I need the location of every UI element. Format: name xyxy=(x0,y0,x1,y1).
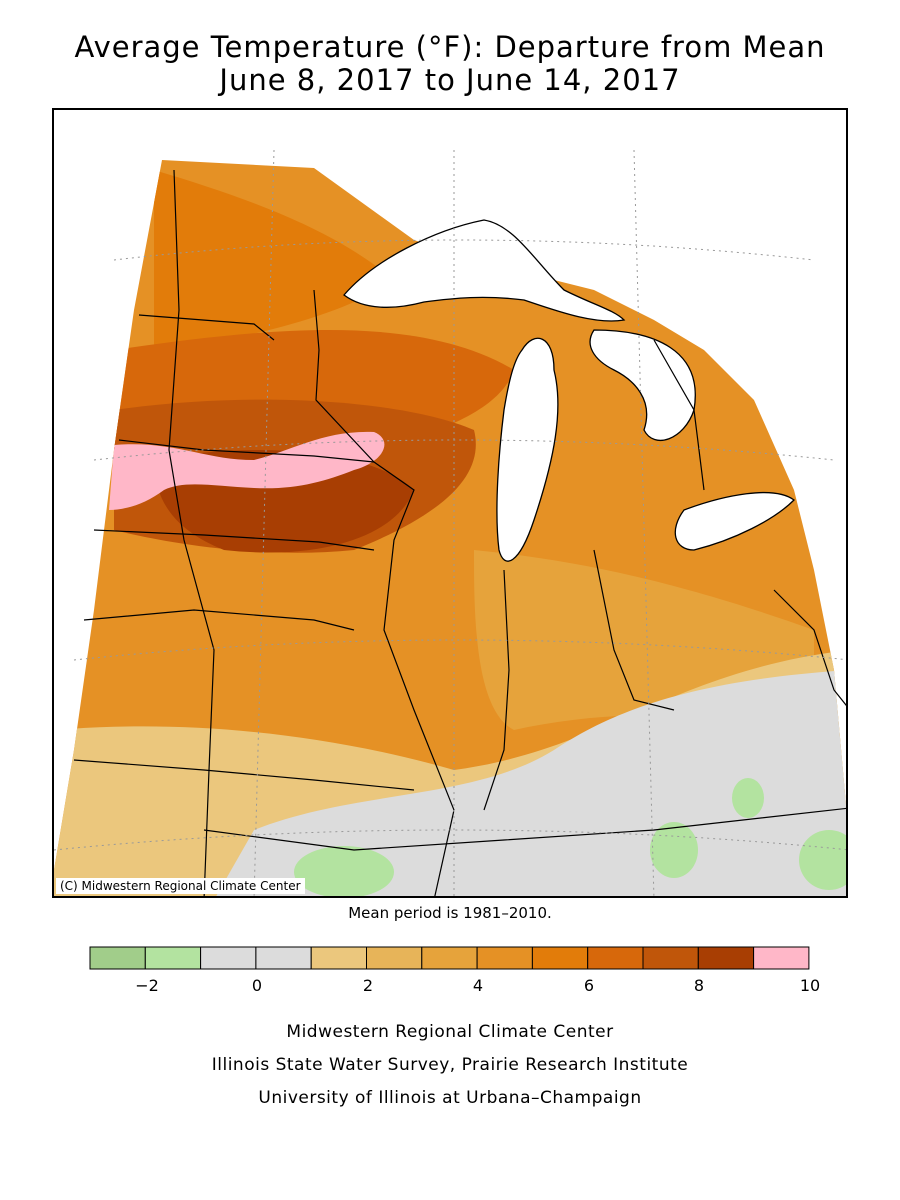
legend-swatch xyxy=(476,946,533,970)
legend-swatch xyxy=(255,946,312,970)
legend-swatch xyxy=(697,946,755,970)
temperature-departure-map xyxy=(54,149,846,896)
shade-north xyxy=(154,170,394,350)
map-title: Average Temperature (°F): Departure from… xyxy=(74,30,826,64)
lake-michigan xyxy=(496,337,559,562)
state-borders xyxy=(73,169,846,896)
shade-cool-tennessee xyxy=(650,822,698,878)
credit-isws: Illinois State Water Survey, Prairie Res… xyxy=(211,1055,689,1075)
lake-erie xyxy=(674,491,795,551)
credit-mrcc: Midwestern Regional Climate Center xyxy=(286,1022,614,1042)
legend-swatch xyxy=(642,946,699,970)
legend-swatch xyxy=(366,946,423,970)
color-legend xyxy=(89,946,810,970)
legend-swatch xyxy=(753,946,810,970)
mean-period-note: Mean period is 1981–2010. xyxy=(348,904,552,922)
legend-tick-label: 6 xyxy=(583,976,595,995)
legend-swatch xyxy=(587,946,644,970)
shade-cool-southeast xyxy=(799,830,846,890)
legend-swatch xyxy=(144,946,202,970)
legend-tick-label: 10 xyxy=(799,976,821,995)
lake-superior xyxy=(343,219,626,322)
legend-tick-label: −2 xyxy=(135,976,159,995)
legend-swatch xyxy=(531,946,589,970)
legend-swatch xyxy=(310,946,367,970)
credit-uiuc: University of Illinois at Urbana–Champai… xyxy=(258,1088,642,1108)
map-date-range: June 8, 2017 to June 14, 2017 xyxy=(219,63,681,97)
map-copyright: (C) Midwestern Regional Climate Center xyxy=(56,877,305,894)
legend-swatch xyxy=(89,946,146,970)
legend-tick-label: 4 xyxy=(472,976,484,995)
legend-tick-label: 0 xyxy=(251,976,263,995)
legend-tick-label: 2 xyxy=(362,976,374,995)
legend-swatch xyxy=(200,946,257,970)
shade-cool-kentucky xyxy=(732,778,764,818)
legend-swatch xyxy=(421,946,478,970)
lake-huron xyxy=(589,329,696,441)
shade-cool-arkansas xyxy=(294,846,394,896)
graticule xyxy=(54,149,846,896)
legend-tick-label: 8 xyxy=(693,976,705,995)
map-frame: (C) Midwestern Regional Climate Center xyxy=(52,108,848,898)
